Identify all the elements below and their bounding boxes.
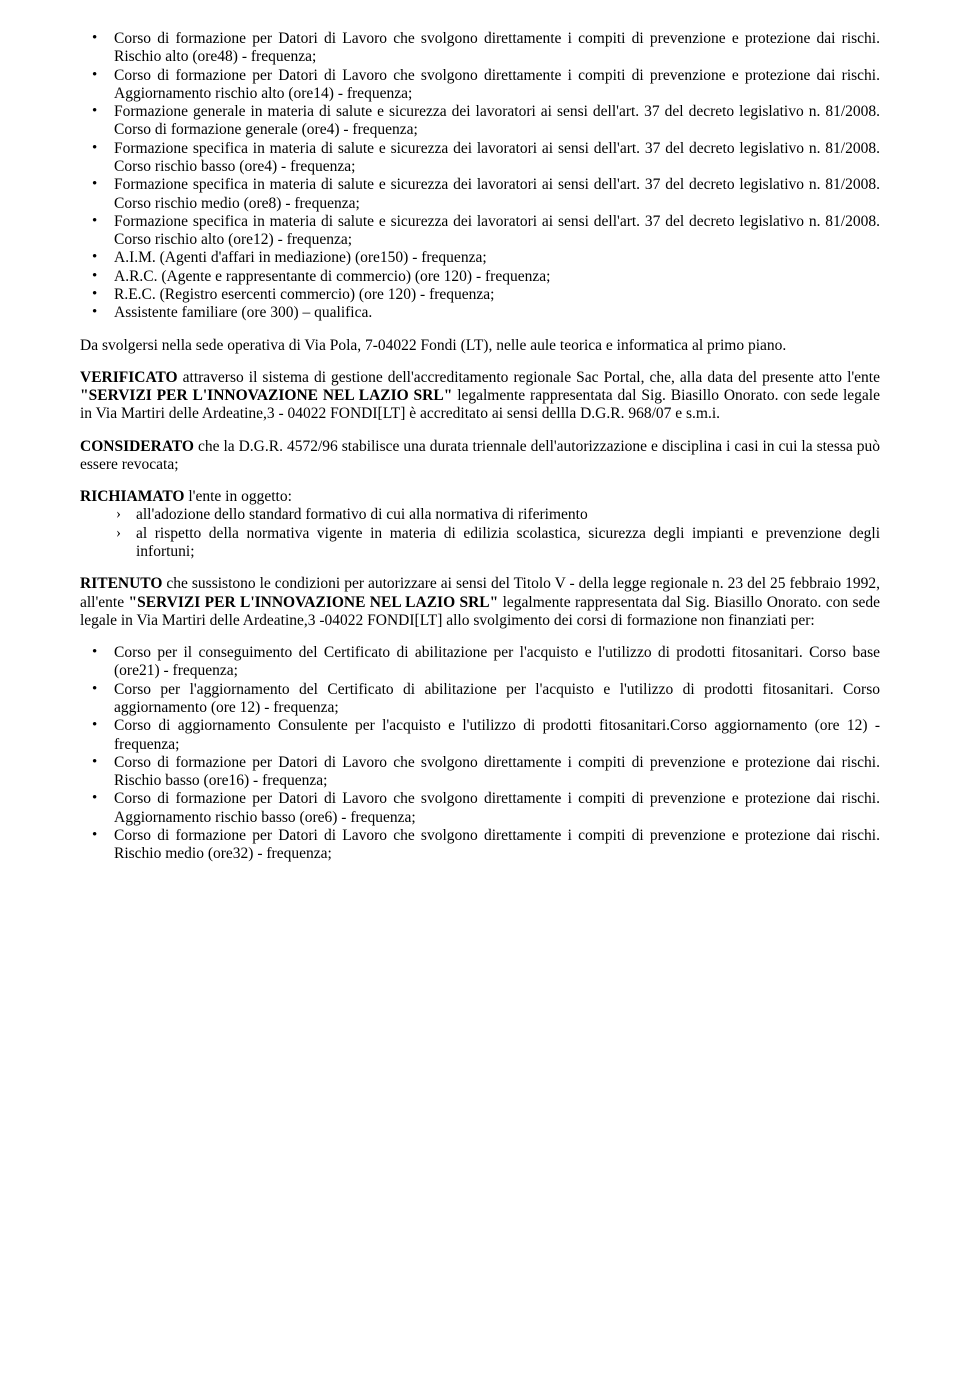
list-item: Corso per l'aggiornamento del Certificat… [80, 681, 880, 718]
paragraph-svolgersi: Da svolgersi nella sede operativa di Via… [80, 337, 880, 355]
considerato-text: che la D.G.R. 4572/96 stabilisce una dur… [80, 438, 880, 473]
verificato-ente: "SERVIZI PER L'INNOVAZIONE NEL LAZIO SRL… [80, 387, 452, 404]
richiamato-lead: RICHIAMATO [80, 488, 185, 505]
list-item: Corso di formazione per Datori di Lavoro… [80, 67, 880, 104]
richiamato-text: l'ente in oggetto: [185, 488, 292, 505]
considerato-lead: CONSIDERATO [80, 438, 194, 455]
richiamato-sublist: all'adozione dello standard formativo di… [80, 506, 880, 561]
verificato-text1: attraverso il sistema di gestione dell'a… [178, 369, 880, 386]
list-item: Assistente familiare (ore 300) – qualifi… [80, 304, 880, 322]
ritenuto-ente: "SERVIZI PER L'INNOVAZIONE NEL LAZIO SRL… [128, 594, 498, 611]
verificato-lead: VERIFICATO [80, 369, 178, 386]
list-item: Corso per il conseguimento del Certifica… [80, 644, 880, 681]
list-item: Formazione specifica in materia di salut… [80, 140, 880, 177]
list-item: Formazione generale in materia di salute… [80, 103, 880, 140]
paragraph-ritenuto: RITENUTO che sussistono le condizioni pe… [80, 575, 880, 630]
list-item: Corso di aggiornamento Consulente per l'… [80, 717, 880, 754]
list-item: A.I.M. (Agenti d'affari in mediazione) (… [80, 249, 880, 267]
list-item: Formazione specifica in materia di salut… [80, 213, 880, 250]
paragraph-verificato: VERIFICATO attraverso il sistema di gest… [80, 369, 880, 424]
list-item: Corso di formazione per Datori di Lavoro… [80, 754, 880, 791]
list-item: A.R.C. (Agente e rappresentante di comme… [80, 268, 880, 286]
list-item: Corso di formazione per Datori di Lavoro… [80, 790, 880, 827]
ritenuto-lead: RITENUTO [80, 575, 162, 592]
list-item: Corso di formazione per Datori di Lavoro… [80, 30, 880, 67]
list-item: Corso di formazione per Datori di Lavoro… [80, 827, 880, 864]
sublist-item: all'adozione dello standard formativo di… [80, 506, 880, 524]
paragraph-considerato: CONSIDERATO che la D.G.R. 4572/96 stabil… [80, 438, 880, 475]
course-list-top: Corso di formazione per Datori di Lavoro… [80, 30, 880, 323]
course-list-bottom: Corso per il conseguimento del Certifica… [80, 644, 880, 863]
sublist-item: al rispetto della normativa vigente in m… [80, 525, 880, 562]
list-item: R.E.C. (Registro esercenti commercio) (o… [80, 286, 880, 304]
list-item: Formazione specifica in materia di salut… [80, 176, 880, 213]
paragraph-richiamato: RICHIAMATO l'ente in oggetto: [80, 488, 880, 506]
